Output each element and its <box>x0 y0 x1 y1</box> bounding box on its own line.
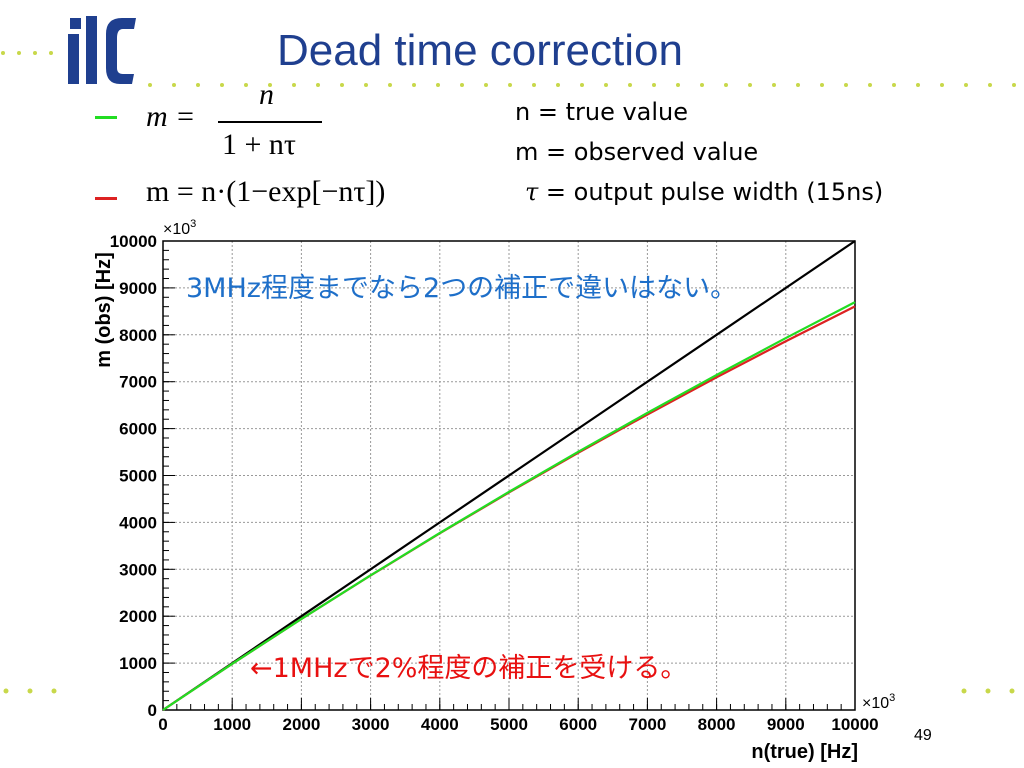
x-tick-label: 6000 <box>559 715 597 734</box>
decorative-dot <box>796 83 800 87</box>
x-tick-label: 7000 <box>628 715 666 734</box>
chart-series <box>162 240 856 711</box>
chart-labels: 0 1000 2000 3000 4000 5000 6000 7000 8000 9000 100… <box>110 232 879 734</box>
tau-definition: = output pulse width (15ns) <box>538 178 884 206</box>
decorative-dot <box>916 83 920 87</box>
decorative-dot <box>244 83 248 87</box>
y-tick-label: 10000 <box>110 232 157 251</box>
y-tick-label: 3000 <box>119 560 157 579</box>
decorative-dots-top-left <box>1 51 53 55</box>
y-tick-label: 6000 <box>119 420 157 439</box>
decorative-dot <box>772 83 776 87</box>
decorative-dot <box>412 83 416 87</box>
decorative-dot <box>676 83 680 87</box>
annotation-red: ←1MHzで2%程度の補正を受ける。 <box>250 653 688 684</box>
decorative-dot <box>508 83 512 87</box>
y-axis-label: m (obs) [Hz] <box>93 252 115 368</box>
decorative-dot <box>268 83 272 87</box>
x-tick-label: 5000 <box>490 715 528 734</box>
decorative-dot <box>580 83 584 87</box>
y-tick-label: 7000 <box>119 373 157 392</box>
decorative-dot <box>388 83 392 87</box>
decorative-dots-bottom-right <box>961 688 1015 694</box>
decorative-dots-bottom-left <box>3 688 57 694</box>
y-tick-label: 4000 <box>119 513 157 532</box>
decorative-dot <box>532 83 536 87</box>
legend-red-dash <box>95 197 117 200</box>
formula-1-denominator: 1 + nτ <box>222 128 296 161</box>
decorative-dot <box>628 83 632 87</box>
y-tick-label: 8000 <box>119 326 157 345</box>
decorative-dot <box>460 83 464 87</box>
decorative-dot <box>556 83 560 87</box>
x-tick-label: 2000 <box>282 715 320 734</box>
definitions: n = true value m = observed value τ = ou… <box>515 92 883 212</box>
x-tick-label: 1000 <box>213 715 251 734</box>
decorative-dot <box>196 83 200 87</box>
y-tick-label: 0 <box>148 701 157 720</box>
series-identity-line <box>162 240 856 711</box>
decorative-dot <box>724 83 728 87</box>
decorative-dot <box>844 83 848 87</box>
note-n: n = true value <box>515 98 689 126</box>
page-number: 49 <box>914 727 932 744</box>
note-tau: τ = output pulse width (15ns) <box>525 172 883 212</box>
decorative-dot <box>868 83 872 87</box>
decorative-dot <box>940 83 944 87</box>
decorative-dot <box>484 83 488 87</box>
note-m: m = observed value <box>515 138 759 166</box>
decorative-dot <box>652 83 656 87</box>
decorative-dots-top <box>148 83 1016 87</box>
decorative-dot <box>988 83 992 87</box>
ilc-logo <box>68 16 136 84</box>
formula-1-fraction-bar <box>218 121 322 123</box>
y-tick-label: 5000 <box>119 467 157 486</box>
decorative-dot <box>748 83 752 87</box>
x-tick-label: 10000 <box>831 715 878 734</box>
y-multiplier: ×103 <box>163 218 196 238</box>
x-tick-label: 0 <box>158 715 167 734</box>
x-axis-label: n(true) [Hz] <box>751 741 858 763</box>
x-tick-label: 4000 <box>421 715 459 734</box>
decorative-dot <box>1012 83 1016 87</box>
decorative-dot <box>436 83 440 87</box>
legend-green-dash <box>95 116 117 119</box>
chart-ticks <box>162 240 856 711</box>
decorative-dot <box>364 83 368 87</box>
decorative-dot <box>892 83 896 87</box>
y-tick-label: 2000 <box>119 607 157 626</box>
formula-1-numerator: n <box>259 78 274 111</box>
decorative-dot <box>148 83 152 87</box>
decorative-dot <box>220 83 224 87</box>
decorative-dot <box>292 83 296 87</box>
tau-symbol: τ <box>525 178 539 206</box>
decorative-dot <box>820 83 824 87</box>
decorative-dot <box>172 83 176 87</box>
y-tick-label: 9000 <box>119 279 157 298</box>
x-multiplier: ×103 <box>862 692 895 712</box>
decorative-dot <box>964 83 968 87</box>
decorative-dot <box>340 83 344 87</box>
formula-1-lhs: m = <box>146 100 196 133</box>
slide-title: Dead time correction <box>277 26 683 75</box>
x-tick-label: 3000 <box>352 715 390 734</box>
annotation-blue: 3MHz程度までなら2つの補正で違いはない。 <box>186 273 738 304</box>
x-tick-label: 8000 <box>698 715 736 734</box>
x-tick-label: 9000 <box>767 715 805 734</box>
y-tick-label: 1000 <box>119 654 157 673</box>
decorative-dot <box>700 83 704 87</box>
formula-2: m = n·(1−exp[−nτ]) <box>146 175 386 208</box>
decorative-dot <box>604 83 608 87</box>
series-nonparalyzable-green <box>162 301 856 711</box>
decorative-dot <box>316 83 320 87</box>
